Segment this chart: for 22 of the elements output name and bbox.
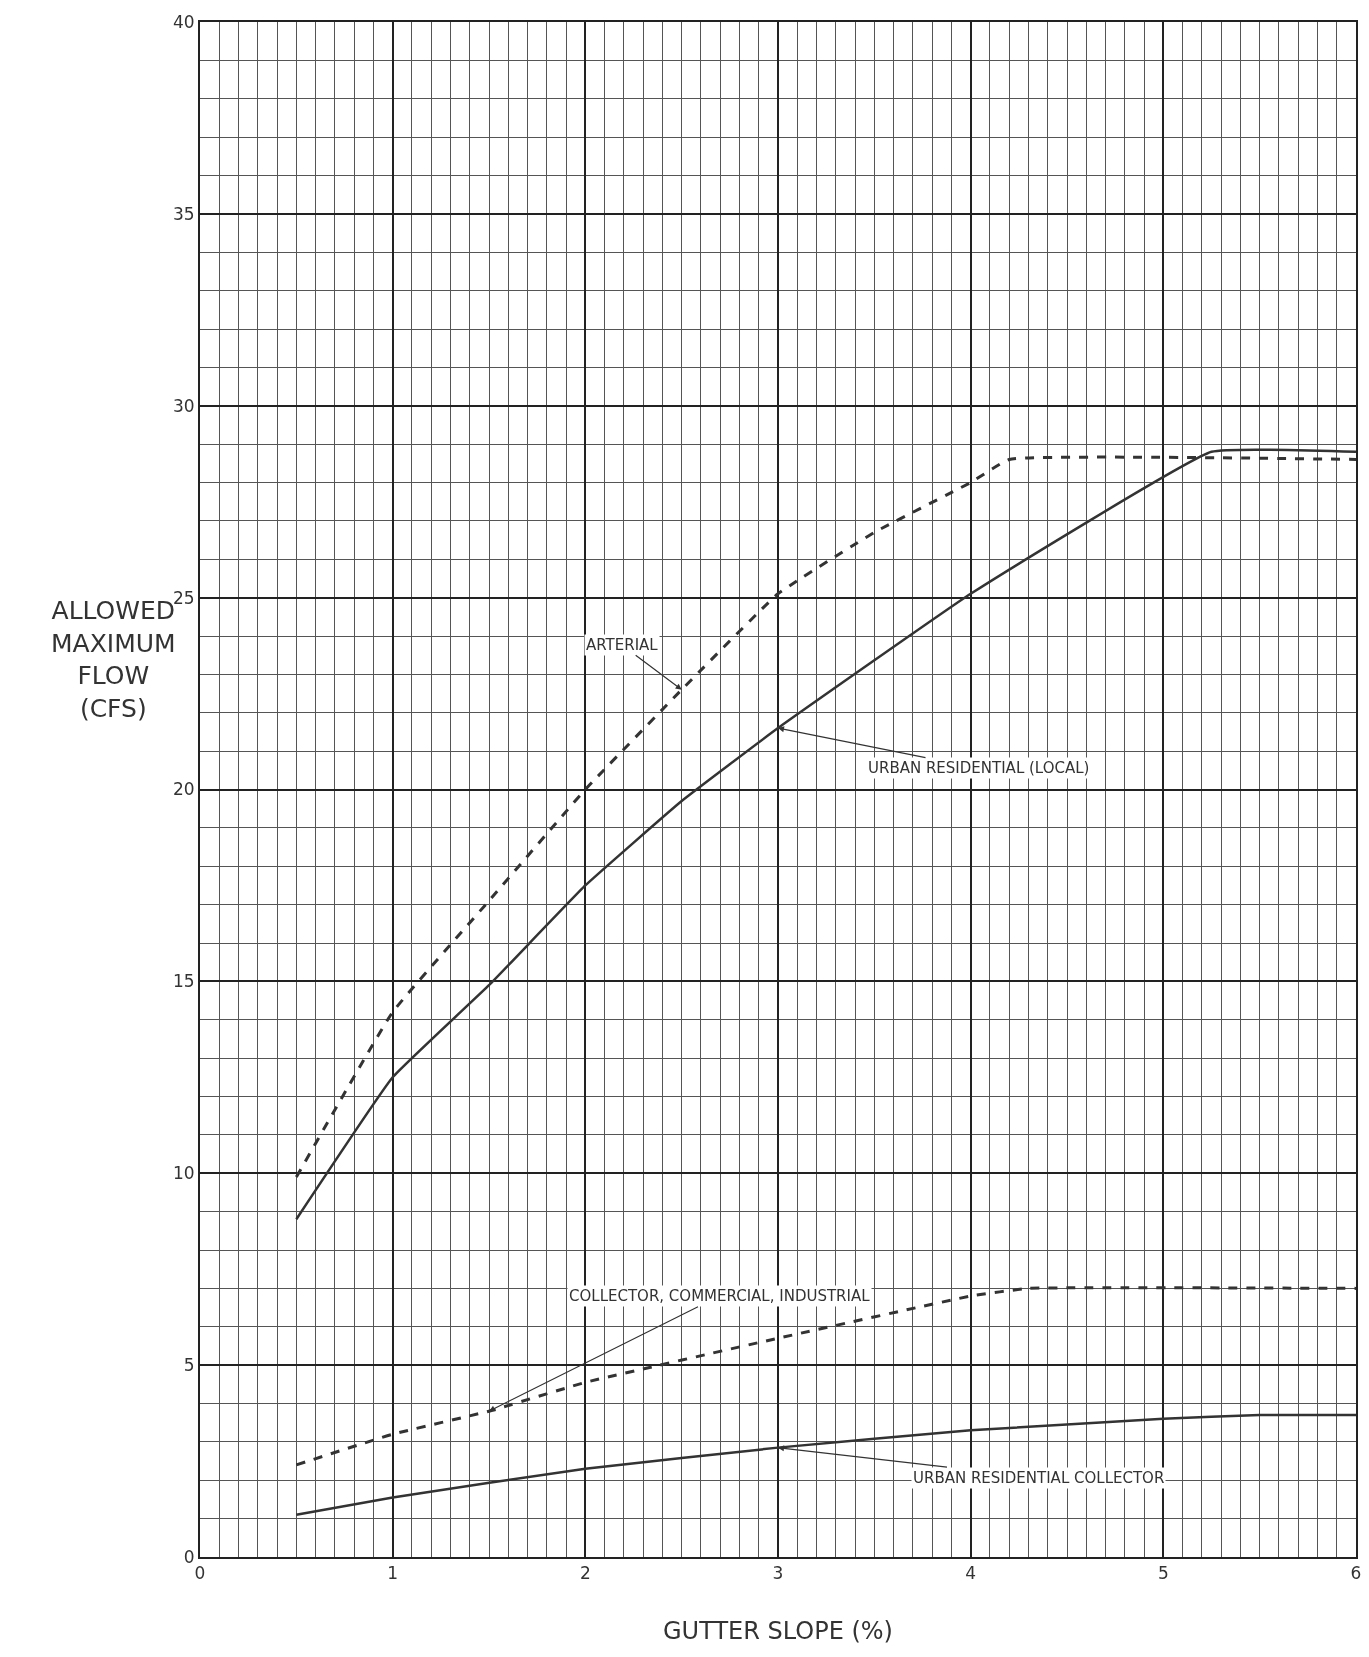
y-tick-label: 40 [172, 11, 195, 32]
series-label: COLLECTOR, COMMERCIAL, INDUSTRIAL [569, 1287, 871, 1305]
y-tick-label: 30 [172, 395, 195, 416]
line-series [294, 1286, 1356, 1467]
x-tick-label: 1 [387, 1563, 399, 1584]
y-tick-label: 15 [172, 971, 195, 992]
x-tick-label: 4 [965, 1563, 977, 1584]
x-axis-title: GUTTER SLOPE (%) [663, 1617, 893, 1646]
x-tick-label: 2 [579, 1563, 591, 1584]
x-tick-label: 3 [772, 1563, 784, 1584]
x-tick-label: 5 [1157, 1563, 1169, 1584]
y-tick-label: 35 [172, 203, 195, 224]
y-tick-label: 25 [172, 587, 195, 608]
y-tick-label: 20 [172, 779, 195, 800]
y-tick-label: 0 [183, 1546, 195, 1567]
text: ARTERIAL [586, 636, 659, 654]
x-tick-label: 6 [1350, 1563, 1362, 1584]
y-tick-label: 5 [183, 1355, 195, 1376]
y-tick-label: 10 [172, 1163, 195, 1184]
text: URBAN RESIDENTIAL COLLECTOR [913, 1469, 1165, 1487]
text: URBAN RESIDENTIAL (LOCAL) [868, 759, 1090, 777]
line-series [295, 1413, 1356, 1517]
